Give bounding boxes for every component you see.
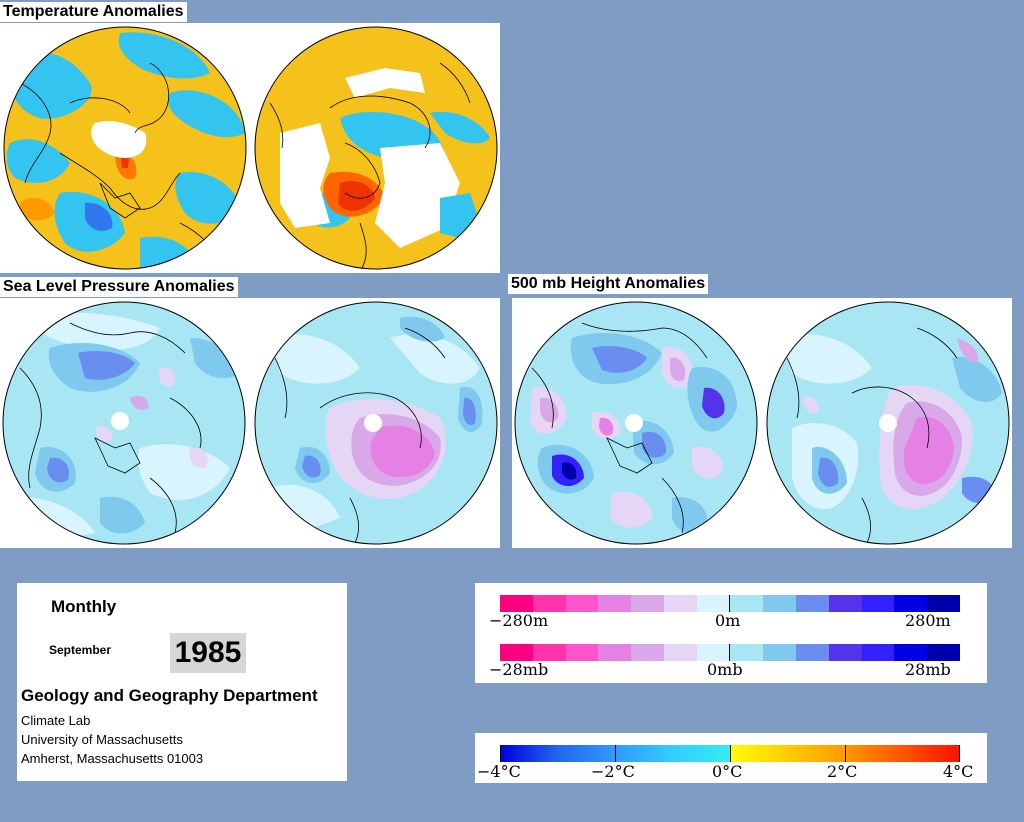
color-bar-segment bbox=[927, 595, 960, 612]
color-bar-segment bbox=[894, 595, 928, 612]
color-bar-segment bbox=[598, 595, 632, 612]
slp-panel bbox=[0, 298, 500, 548]
color-bar-segment bbox=[663, 595, 697, 612]
temp-tick-mark bbox=[500, 745, 501, 762]
color-bar-segment bbox=[598, 644, 632, 661]
department-label: Geology and Geography Department bbox=[21, 686, 318, 705]
temp-tick-label: 2°C bbox=[827, 762, 858, 781]
pressure-mid-tick: 0mb bbox=[707, 660, 743, 679]
month-label: Septembeг bbox=[49, 643, 112, 657]
color-bar-segment bbox=[796, 644, 829, 661]
color-bar-segment bbox=[894, 644, 928, 661]
height-max-tick: 280m bbox=[905, 611, 951, 630]
color-bar-segment bbox=[696, 644, 730, 661]
height-mid-tick: 0m bbox=[715, 611, 741, 630]
color-bar-segment bbox=[565, 644, 599, 661]
pressure-max-tick: 28mb bbox=[905, 660, 951, 679]
height-min-tick: −280m bbox=[489, 611, 549, 630]
temp-tick-mark bbox=[845, 745, 846, 762]
year-label: 1985 bbox=[170, 633, 246, 673]
color-bar-segment bbox=[565, 595, 599, 612]
height-color-bar bbox=[500, 595, 960, 612]
temperature-title: Temperature Anomalies bbox=[0, 2, 187, 22]
temp-tick-mark bbox=[959, 745, 960, 762]
temp-tick-label: −4°C bbox=[477, 762, 521, 781]
color-bar-segment bbox=[532, 644, 566, 661]
pressure-min-tick: −28mb bbox=[489, 660, 549, 679]
sh-temperature-globe bbox=[255, 27, 497, 269]
temp-tick-label: −2°C bbox=[591, 762, 635, 781]
pressure-color-bar bbox=[500, 644, 960, 661]
color-bar-segment bbox=[500, 644, 533, 661]
color-bar-segment bbox=[763, 644, 797, 661]
color-bar-segment bbox=[631, 644, 664, 661]
lab-label: Climate Lab bbox=[21, 713, 91, 728]
temp-tick-mark bbox=[730, 745, 731, 762]
nh-temperature-globe bbox=[4, 27, 246, 269]
color-bar-segment bbox=[763, 595, 797, 612]
color-bar-segment bbox=[828, 595, 862, 612]
sh-height500-globe bbox=[767, 302, 1009, 544]
color-bar-segment bbox=[663, 644, 697, 661]
slp-title: Sea Level Pressure Anomalies bbox=[0, 277, 238, 297]
address-label: Amherst, Massachusetts 01003 bbox=[21, 751, 204, 766]
color-bar-segment bbox=[631, 595, 664, 612]
university-label: University of Massachusetts bbox=[21, 732, 183, 747]
temp-tick-label: 0°C bbox=[712, 762, 743, 781]
sh-slp-globe bbox=[255, 302, 497, 544]
color-bar-segment bbox=[729, 644, 764, 661]
nh-height500-globe bbox=[515, 302, 757, 544]
color-bar-segment bbox=[828, 644, 862, 661]
color-bar-segment bbox=[927, 644, 960, 661]
temperature-panel bbox=[0, 23, 500, 273]
color-bar-segment bbox=[696, 595, 730, 612]
temp-tick-label: 4°C bbox=[943, 762, 974, 781]
color-bar-segment bbox=[796, 595, 829, 612]
color-bar-segment bbox=[500, 595, 533, 612]
temperature-legend: −4°C −2°C 0°C 2°C 4°C bbox=[475, 733, 987, 783]
nh-slp-globe bbox=[3, 302, 245, 544]
color-bar-segment bbox=[861, 644, 895, 661]
color-bar-segment bbox=[729, 595, 764, 612]
height500-panel bbox=[512, 298, 1012, 548]
color-bar-segment bbox=[861, 595, 895, 612]
period-label: Monthly bbox=[51, 597, 117, 616]
color-bar-segment bbox=[532, 595, 566, 612]
temp-tick-mark bbox=[615, 745, 616, 762]
anomaly-legend: −280m 0m 280m −28mb 0mb 28mb bbox=[475, 583, 987, 683]
height500-title: 500 mb Height Anomalies bbox=[508, 274, 709, 294]
info-box: Monthly Septembeг 1985 Geology and Geogr… bbox=[17, 583, 347, 781]
